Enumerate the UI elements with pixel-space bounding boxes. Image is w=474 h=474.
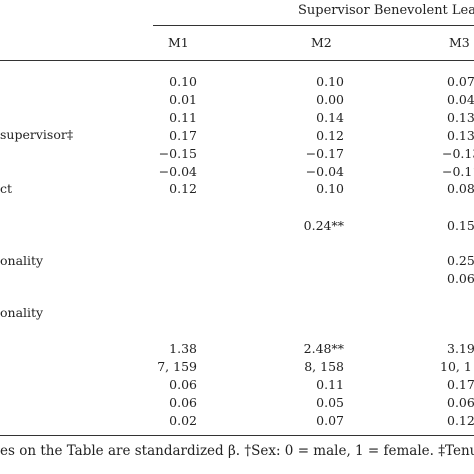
column-header-m2: M2	[311, 35, 332, 50]
cell-r4-m2: 0.12	[316, 128, 344, 143]
cell-r8-m3: 0.15	[447, 218, 474, 233]
column-header-m1: M1	[168, 35, 189, 50]
cell-r1-m3: 0.07	[447, 74, 474, 89]
cell-r2-m3: 0.04	[447, 92, 474, 107]
table-bottom-rule	[0, 435, 474, 436]
cell-r15-m3: 0.12	[447, 413, 474, 428]
cell-r13-m2: 0.11	[316, 377, 344, 392]
row-label-supervisor: supervisor‡	[0, 127, 74, 142]
cell-r2-m2: 0.00	[316, 92, 344, 107]
row-label-personality-a: onality	[0, 253, 44, 268]
cell-r7-m2: 0.10	[316, 181, 344, 196]
table-footnote: es on the Table are standardized β. †Sex…	[0, 443, 474, 459]
cell-r6-m2: −0.04	[305, 164, 344, 179]
cell-r1-m1: 0.10	[169, 74, 197, 89]
cell-r13-m1: 0.06	[169, 377, 197, 392]
cell-r3-m3: 0.13	[447, 110, 474, 125]
cell-r4-m3: 0.13	[447, 128, 474, 143]
cell-r10-m3: 0.06	[447, 271, 474, 286]
cell-r9-m3: 0.25	[447, 253, 474, 268]
cell-r1-m2: 0.10	[316, 74, 344, 89]
cell-r7-m3: 0.08	[447, 181, 474, 196]
cell-r3-m2: 0.14	[316, 110, 344, 125]
cell-r11-m3: 3.19	[447, 341, 474, 356]
cell-r3-m1: 0.11	[169, 110, 197, 125]
cell-r12-m3: 10, 1	[440, 359, 472, 374]
cell-r14-m1: 0.06	[169, 395, 197, 410]
cell-r11-m1: 1.38	[169, 341, 197, 356]
cell-r5-m3: −0.13	[442, 146, 474, 161]
cell-r13-m3: 0.17	[447, 377, 474, 392]
group-title: Supervisor Benevolent Leader	[298, 3, 474, 18]
cell-r8-m2: 0.24**	[303, 218, 344, 233]
cell-r5-m2: −0.17	[305, 146, 344, 161]
cell-r4-m1: 0.17	[169, 128, 197, 143]
cell-r5-m1: −0.15	[158, 146, 197, 161]
row-label-contact: ct	[0, 181, 13, 196]
cell-r15-m1: 0.02	[169, 413, 197, 428]
cell-r14-m2: 0.05	[316, 395, 344, 410]
group-title-underline	[153, 25, 474, 26]
cell-r7-m1: 0.12	[169, 181, 197, 196]
cell-r12-m1: 7, 159	[157, 359, 197, 374]
header-bottom-rule	[0, 60, 474, 61]
cell-r2-m1: 0.01	[169, 92, 197, 107]
row-label-personality-b: onality	[0, 305, 44, 320]
cell-r6-m3: −0.11	[442, 164, 474, 179]
cell-r14-m3: 0.06	[447, 395, 474, 410]
column-header-m3: M3	[449, 35, 470, 50]
cell-r11-m2: 2.48**	[303, 341, 344, 356]
cell-r6-m1: −0.04	[158, 164, 197, 179]
cell-r12-m2: 8, 158	[304, 359, 344, 374]
cell-r15-m2: 0.07	[316, 413, 344, 428]
